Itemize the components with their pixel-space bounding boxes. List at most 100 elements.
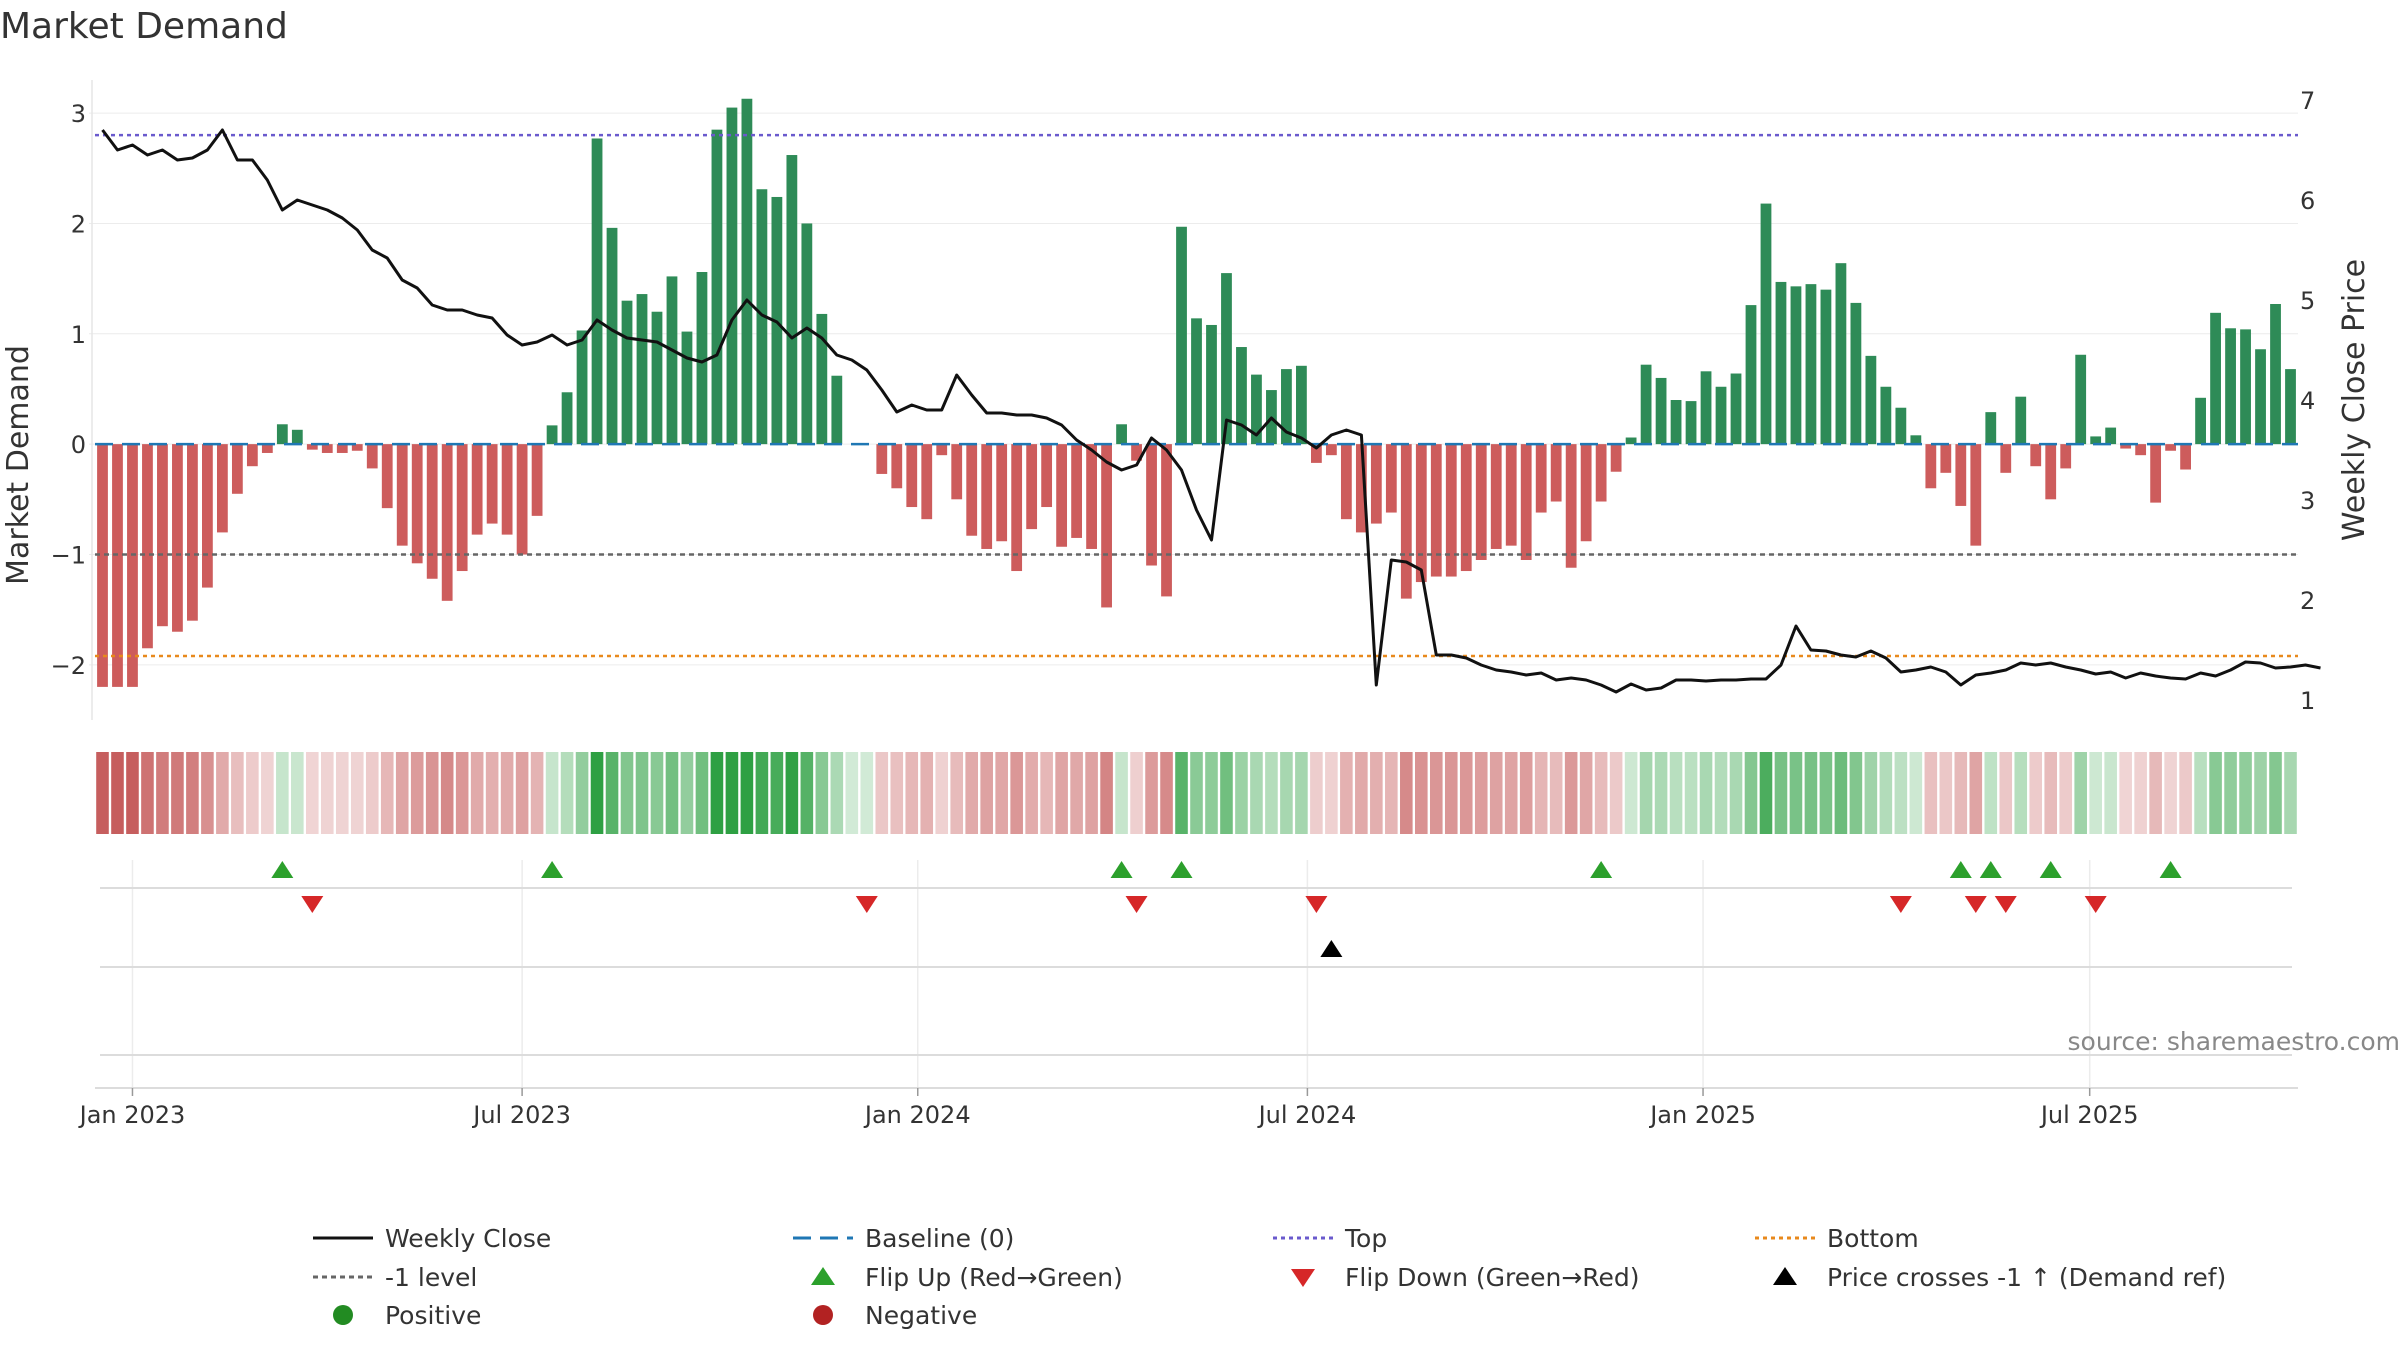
heat-cell — [156, 752, 169, 834]
legend-symbol — [1773, 1267, 1797, 1285]
demand-bar — [1445, 444, 1457, 577]
heat-cell — [2089, 752, 2102, 834]
x-tick-label: Jan 2025 — [1648, 1101, 1756, 1129]
heat-cell — [620, 752, 634, 834]
heat-cell — [2104, 752, 2117, 834]
heat-cell — [1070, 752, 1083, 834]
heat-cell — [171, 752, 184, 834]
y-axis-label: Market Demand — [1, 345, 36, 585]
heat-cell — [500, 752, 514, 834]
flip-down-marker — [1125, 896, 1148, 913]
demand-bar — [486, 444, 498, 524]
heat-cell — [1444, 752, 1458, 834]
demand-bar — [1116, 424, 1127, 445]
flip-down-marker — [1994, 896, 2017, 913]
demand-bar — [321, 444, 333, 453]
heat-cell — [1280, 752, 1293, 834]
demand-bar — [621, 300, 633, 445]
heat-cell — [1220, 752, 1233, 834]
legend-label: Flip Down (Green→Red) — [1345, 1263, 1640, 1292]
legend-label: Top — [1344, 1224, 1387, 1253]
demand-bar — [891, 444, 903, 489]
demand-bar — [1355, 444, 1367, 533]
gridlines — [89, 80, 2298, 1088]
demand-bar — [1415, 444, 1427, 583]
heat-cell — [2254, 752, 2267, 834]
heat-cell — [650, 752, 664, 834]
demand-bar — [711, 129, 723, 445]
heat-cell — [1429, 752, 1443, 834]
legend-label: Flip Up (Red→Green) — [865, 1263, 1123, 1292]
demand-bar — [2105, 427, 2117, 445]
y-tick-label: 2 — [71, 210, 86, 238]
demand-bar — [1460, 444, 1472, 572]
heat-cell — [1759, 752, 1773, 834]
flip-up-marker — [2039, 861, 2062, 878]
heat-cell — [1684, 752, 1698, 834]
heat-cell — [2284, 752, 2297, 834]
heat-cell — [1295, 752, 1308, 834]
heat-cell — [1579, 752, 1593, 834]
legend-label: Bottom — [1827, 1224, 1919, 1253]
demand-bar — [2165, 444, 2177, 451]
demand-bar — [1550, 444, 1562, 502]
heat-cell — [875, 752, 889, 834]
demand-bar — [1730, 373, 1742, 445]
y2-axis-label: Weekly Close Price — [2337, 259, 2372, 541]
demand-bar — [351, 444, 363, 451]
heat-cell — [1205, 752, 1218, 834]
x-tick-label: Jul 2024 — [1257, 1101, 1357, 1129]
heat-cell — [545, 752, 559, 834]
flip-up-marker — [1979, 861, 2002, 878]
heat-cell — [1984, 752, 1998, 834]
heat-cell — [575, 752, 589, 834]
heat-cell — [1459, 752, 1473, 834]
demand-bar — [1865, 355, 1877, 445]
heat-cell — [2194, 752, 2207, 834]
demand-bar — [216, 444, 228, 533]
demand-bar — [936, 444, 948, 456]
heat-cell — [96, 752, 109, 834]
demand-bar — [1940, 444, 1952, 473]
flip-down-marker — [1889, 896, 1912, 913]
chart-title: Market Demand — [0, 6, 288, 47]
heat-cell — [276, 752, 289, 834]
heat-cell — [1130, 752, 1143, 834]
demand-bars — [97, 98, 2296, 687]
legend-symbol — [1291, 1269, 1315, 1287]
flip-down-marker — [855, 896, 878, 913]
x-axis: Jan 2023 Jul 2023 Jan 2024 Jul 2024 Jan 2025… — [78, 1087, 2298, 1129]
demand-bar — [2180, 444, 2191, 470]
heat-cell — [1924, 752, 1938, 834]
heat-cell — [380, 752, 394, 834]
heat-cell — [860, 752, 874, 834]
demand-bar — [411, 444, 423, 564]
demand-bar — [306, 444, 318, 450]
heat-cell — [995, 752, 1008, 834]
heat-cell — [350, 752, 364, 834]
heat-cell — [425, 752, 439, 834]
demand-bar — [366, 444, 378, 469]
heat-cell — [665, 752, 679, 834]
demand-bar — [501, 444, 513, 535]
demand-bar — [1310, 444, 1322, 463]
demand-bar — [1520, 444, 1532, 560]
heat-cell — [1474, 752, 1488, 834]
demand-bar — [921, 444, 933, 520]
heat-cell — [320, 752, 334, 834]
heat-cell — [2119, 752, 2132, 834]
heat-cell — [1025, 752, 1038, 834]
heat-cell — [635, 752, 649, 834]
heat-cell — [1654, 752, 1668, 834]
heat-cell — [186, 752, 199, 834]
demand-heat-strip — [96, 752, 2297, 834]
flip-down-marker — [2084, 896, 2107, 913]
heat-cell — [1489, 752, 1503, 834]
demand-bar — [1505, 444, 1517, 546]
heat-cell — [2239, 752, 2252, 834]
heat-cell — [1999, 752, 2013, 834]
heat-cell — [590, 752, 604, 834]
heat-cell — [770, 752, 784, 834]
demand-bar — [831, 375, 843, 445]
demand-bar — [876, 444, 888, 474]
